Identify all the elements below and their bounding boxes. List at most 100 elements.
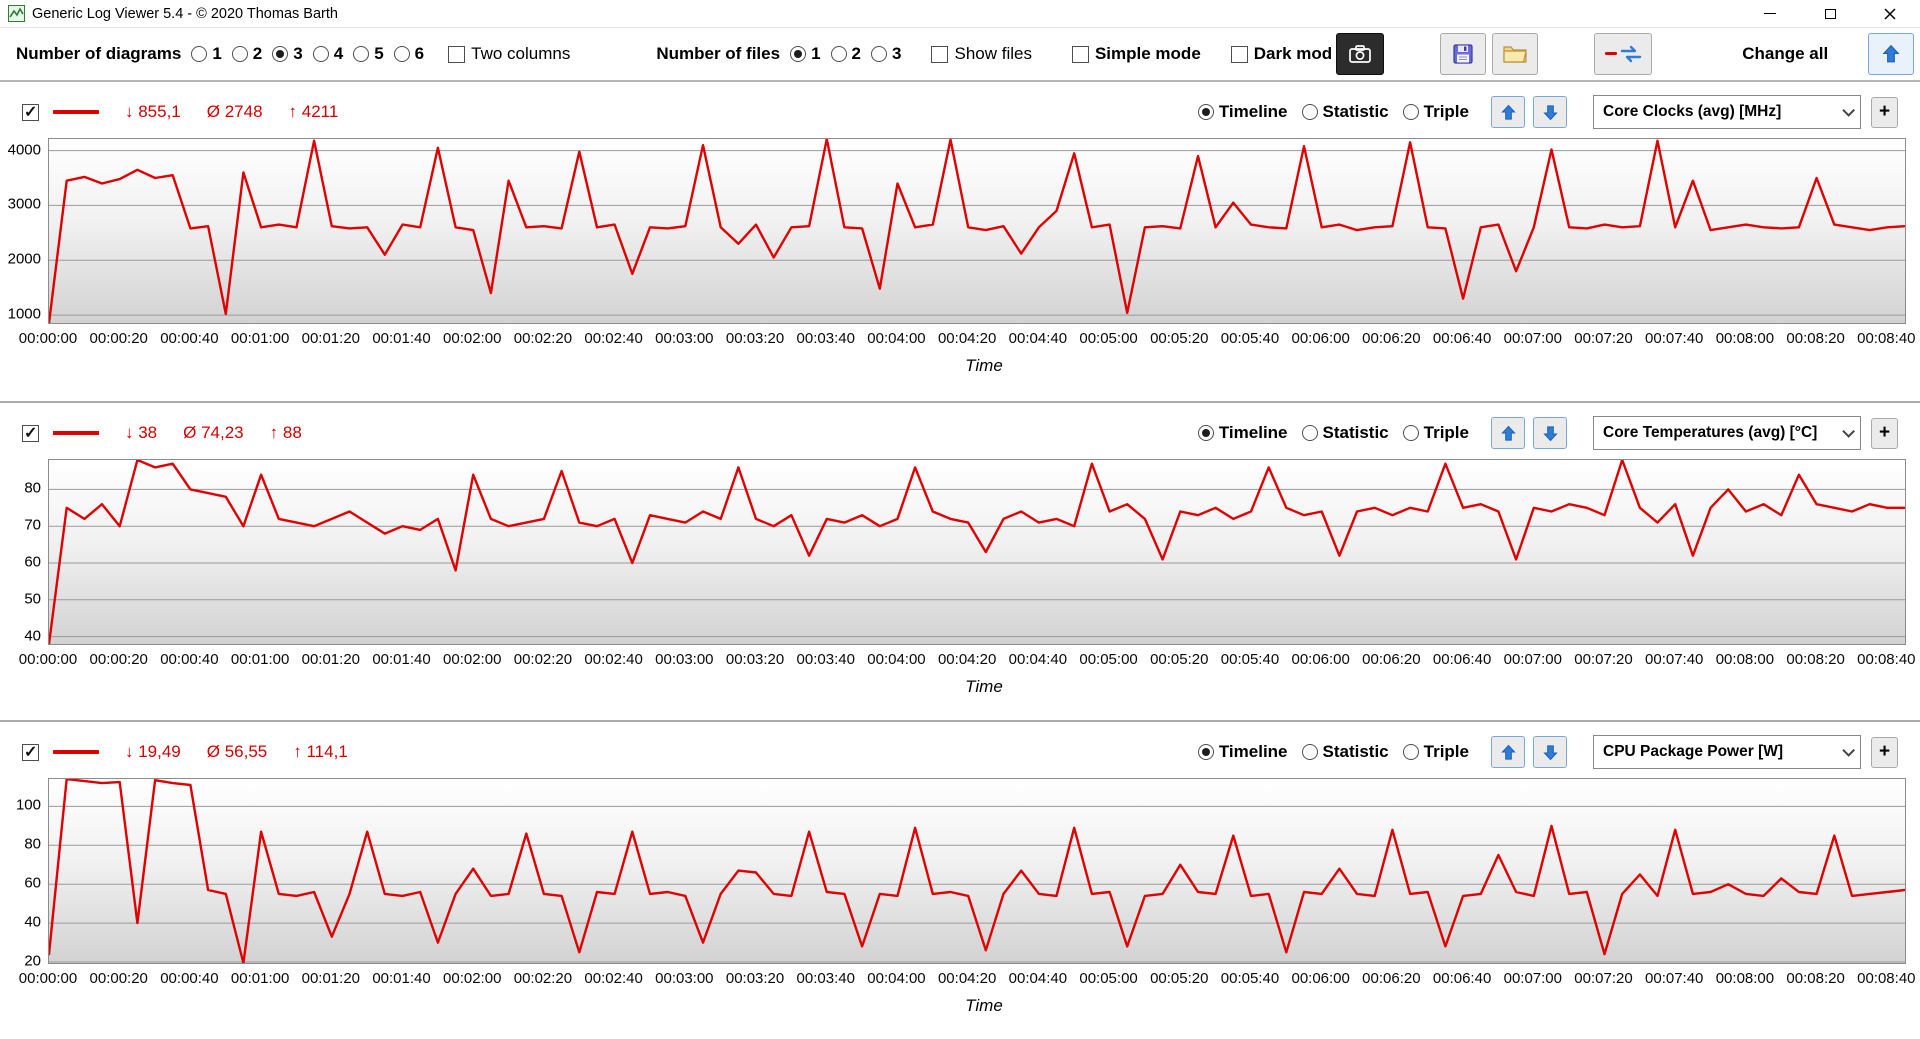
add-series-button[interactable]: + [1871,417,1898,449]
radio-option-3[interactable]: 3 [871,44,901,64]
move-down-button[interactable] [1533,736,1567,768]
radio-icon[interactable] [1197,744,1214,760]
show-files-checkbox[interactable]: Show files [931,44,1032,64]
radio-icon[interactable] [231,46,248,62]
metric-dropdown[interactable]: Core Clocks (avg) [MHz] [1593,95,1861,129]
radio-icon[interactable] [312,46,329,62]
radio-icon[interactable] [1301,744,1318,760]
stat-max: ↑ 114,1 [293,742,348,761]
x-tick-label: 00:08:40 [1857,651,1916,668]
radio-icon[interactable] [790,46,807,62]
radio-option-triple[interactable]: Triple [1402,742,1469,762]
screenshot-button[interactable] [1336,33,1385,75]
radio-icon[interactable] [1197,104,1214,120]
move-up-button[interactable] [1491,96,1525,128]
x-tick-label: 00:07:40 [1645,330,1704,347]
radio-option-6[interactable]: 6 [393,44,424,64]
series-color-line [53,110,99,114]
metric-dropdown-value: Core Temperatures (avg) [°C] [1603,424,1818,441]
radio-icon[interactable] [871,46,888,62]
radio-option-1[interactable]: 1 [790,44,821,64]
dark-mode-checkbox[interactable]: Dark mod [1230,44,1332,64]
radio-option-statistic[interactable]: Statistic [1301,742,1389,762]
up-arrow-icon [1500,425,1516,441]
x-tick-label: 00:03:00 [655,330,714,347]
radio-option-statistic[interactable]: Statistic [1301,102,1389,122]
x-tick-label: 00:05:20 [1150,330,1209,347]
checkbox-label: Show files [954,44,1032,63]
sync-icon [1605,45,1642,63]
radio-option-timeline[interactable]: Timeline [1197,742,1288,762]
series-visible-checkbox[interactable] [22,102,39,122]
radio-option-timeline[interactable]: Timeline [1197,423,1288,443]
move-down-button[interactable] [1533,417,1567,449]
radio-icon[interactable] [1402,744,1419,760]
x-tick-label: 00:03:40 [796,970,855,987]
radio-label: Statistic [1322,102,1389,121]
radio-icon[interactable] [1402,104,1419,120]
y-axis: 20 40 60 80 100 [0,778,48,970]
move-down-button[interactable] [1533,96,1567,128]
radio-option-5[interactable]: 5 [353,44,384,64]
radio-option-statistic[interactable]: Statistic [1301,423,1389,443]
radio-option-timeline[interactable]: Timeline [1197,102,1288,122]
radio-option-2[interactable]: 2 [231,44,262,64]
move-up-button[interactable] [1491,417,1525,449]
minimize-button[interactable] [1740,0,1800,27]
radio-icon[interactable] [1402,425,1419,441]
radio-option-3[interactable]: 3 [272,44,303,64]
save-button[interactable] [1440,33,1487,75]
plot-area[interactable] [48,778,1906,964]
radio-label: Timeline [1218,423,1288,442]
add-series-button[interactable]: + [1871,96,1898,128]
checkbox-icon[interactable] [448,45,466,63]
maximize-button[interactable] [1800,0,1860,27]
move-up-button[interactable] [1491,736,1525,768]
x-tick-label: 00:02:40 [584,651,643,668]
x-tick-label: 00:04:20 [937,330,997,347]
x-tick-label: 00:01:00 [230,651,290,668]
radio-option-4[interactable]: 4 [312,44,343,64]
radio-icon[interactable] [1301,104,1318,120]
metric-dropdown[interactable]: CPU Package Power [W] [1593,735,1861,769]
radio-icon[interactable] [1301,425,1318,441]
radio-option-triple[interactable]: Triple [1402,423,1469,443]
checkbox-icon[interactable] [1071,45,1089,63]
two-columns-checkbox[interactable]: Two columns [448,44,570,64]
checkbox-icon[interactable] [931,45,949,63]
x-tick-label: 00:03:00 [655,970,714,987]
metric-dropdown-value: CPU Package Power [W] [1603,743,1784,760]
x-tick-label: 00:05:40 [1220,330,1280,347]
change-all-label: Change all [1742,44,1829,63]
radio-icon[interactable] [830,46,847,62]
plot-area[interactable] [48,138,1906,324]
radio-icon[interactable] [272,46,289,62]
sync-colors-button[interactable] [1594,33,1653,75]
series-visible-checkbox[interactable] [22,423,39,443]
radio-icon[interactable] [191,46,208,62]
plot-area[interactable] [48,459,1906,645]
add-series-button[interactable]: + [1871,736,1898,768]
x-tick-label: 00:05:00 [1079,330,1138,347]
series-visible-checkbox[interactable] [22,742,39,762]
radio-option-2[interactable]: 2 [830,44,861,64]
change-all-up-button[interactable] [1868,33,1915,75]
x-tick-label: 00:00:20 [89,970,148,987]
checkbox-icon[interactable] [1230,45,1248,63]
simple-mode-checkbox[interactable]: Simple mode [1071,44,1201,64]
chart-svg [49,779,1905,963]
radio-icon[interactable] [393,46,410,62]
close-button[interactable] [1860,0,1920,27]
open-file-button[interactable] [1492,33,1539,75]
metric-dropdown[interactable]: Core Temperatures (avg) [°C] [1593,416,1861,450]
down-arrow-icon [1542,425,1558,441]
radio-label: Timeline [1218,742,1288,761]
radio-icon[interactable] [1197,425,1214,441]
x-tick-label: 00:08:20 [1786,651,1845,668]
radio-option-1[interactable]: 1 [191,44,222,64]
x-tick-label: 00:00:40 [160,651,219,668]
x-axis-title: Time [965,356,1003,375]
chart-svg [49,139,1905,323]
radio-option-triple[interactable]: Triple [1402,102,1469,122]
radio-icon[interactable] [353,46,370,62]
